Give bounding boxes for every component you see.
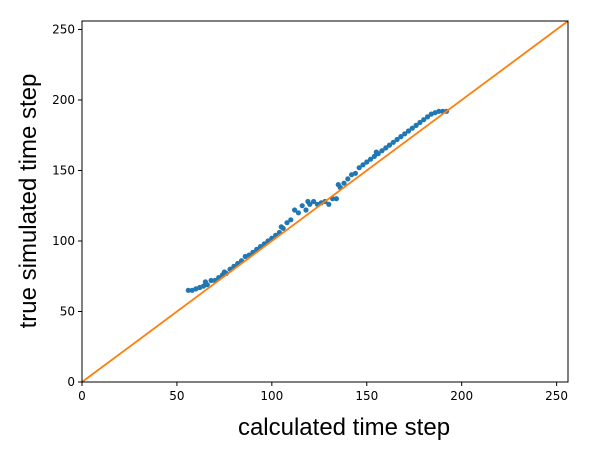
x-tick-label: 200: [450, 389, 473, 403]
scatter-point: [371, 153, 377, 159]
scatter-point: [284, 220, 290, 226]
scatter-point: [345, 176, 351, 182]
scatter-point: [402, 131, 408, 137]
scatter-point: [394, 136, 400, 143]
scatter-point: [311, 198, 317, 205]
scatter-point: [185, 287, 191, 293]
scatter-point: [333, 196, 339, 202]
x-tick-label: 250: [545, 389, 568, 403]
scatter-point: [280, 225, 286, 231]
x-axis-title: calculated time step: [238, 414, 450, 441]
scatter-point: [299, 203, 305, 209]
scatter-point: [288, 217, 294, 223]
scatter-point: [356, 165, 362, 171]
plot-marks: [81, 20, 569, 383]
y-tick-label: 50: [60, 304, 75, 318]
identity-line: [81, 20, 569, 383]
scatter-point: [375, 151, 381, 157]
scatter-point: [398, 134, 404, 140]
scatter-point: [409, 125, 415, 131]
scatter-point: [307, 201, 313, 207]
x-axis-ticks: 0 50 100 150 200 250: [78, 382, 568, 403]
scatter-point: [352, 170, 358, 176]
x-tick-label: 0: [78, 389, 86, 403]
y-axis-ticks: 0 50 100 150 200 250: [52, 22, 82, 389]
scatter-point: [413, 122, 419, 128]
scatter-point: [405, 128, 412, 134]
x-tick-label: 50: [169, 389, 184, 403]
scatter-point: [326, 201, 332, 207]
scatter-point: [341, 180, 347, 186]
scatter-point: [360, 162, 366, 168]
scatter-point: [390, 139, 396, 145]
scatter-point: [386, 142, 393, 148]
y-tick-label: 200: [52, 93, 75, 107]
y-tick-label: 100: [52, 234, 75, 248]
scatter-point: [295, 210, 301, 216]
scatter-point: [417, 119, 423, 126]
y-tick-label: 250: [52, 22, 75, 36]
y-axis-title: true simulated time step: [15, 74, 42, 329]
scatter-point: [303, 207, 309, 213]
scatter-point: [421, 117, 427, 123]
y-tick-label: 0: [67, 375, 75, 389]
scatter-point: [379, 148, 385, 154]
scatter-point: [292, 207, 298, 213]
x-tick-label: 150: [355, 389, 378, 403]
scatter-point: [368, 156, 374, 162]
x-tick-label: 100: [260, 389, 283, 403]
scatter-point: [364, 159, 370, 165]
plot-frame: [81, 20, 569, 383]
scatter-point: [383, 145, 389, 151]
scatter-point: [436, 108, 442, 114]
scatter-point: [424, 114, 431, 120]
y-tick-label: 150: [52, 163, 75, 177]
scatter-point: [204, 282, 210, 288]
scatter-point: [208, 277, 214, 284]
